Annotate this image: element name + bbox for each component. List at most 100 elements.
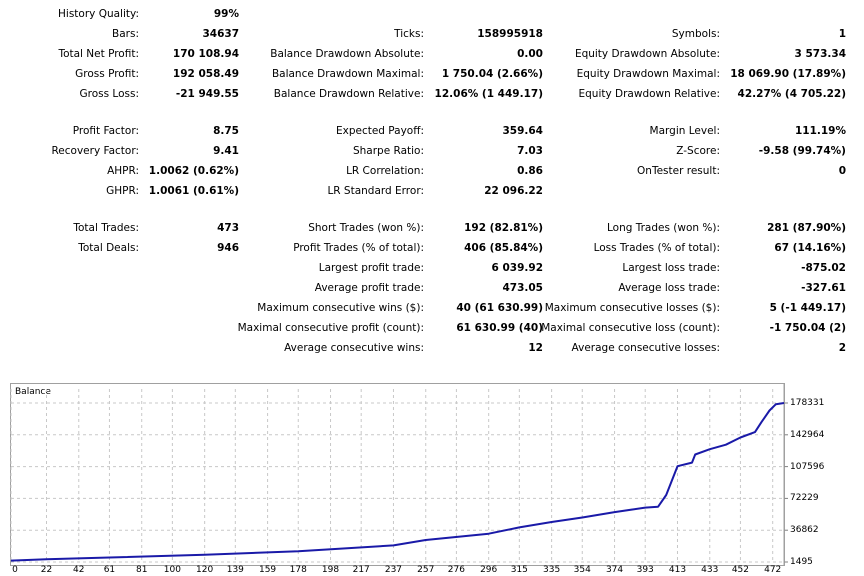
total-trades-label: Total Trades: (73, 222, 139, 234)
avg-consec-wins-value: 12 (528, 342, 543, 354)
maximal-consec-loss-label: Maximal consecutive loss (count): (541, 322, 720, 334)
equity-dd-rel-label: Equity Drawdown Relative: (578, 88, 720, 100)
ahpr-label: AHPR: (107, 165, 139, 177)
largest-loss-value: -875.02 (801, 262, 846, 274)
max-consec-wins-value: 40 (61 630.99) (456, 302, 543, 314)
equity-dd-abs-label: Equity Drawdown Absolute: (574, 48, 720, 60)
y-tick-label: 72229 (790, 493, 819, 504)
max-consec-losses-label: Maximum consecutive losses ($): (544, 302, 720, 314)
x-tick-label: 217 (352, 565, 370, 575)
x-tick-label: 433 (701, 565, 719, 575)
avg-consec-losses-value: 2 (838, 342, 846, 354)
lr-correlation-value: 0.86 (517, 165, 543, 177)
x-tick-label: 120 (196, 565, 214, 575)
history-quality-value: 99% (213, 8, 239, 20)
gross-profit-value: 192 058.49 (172, 68, 239, 80)
z-score-label: Z-Score: (676, 145, 720, 157)
maximal-consec-loss-value: -1 750.04 (2) (769, 322, 846, 334)
x-tick-label: 393 (636, 565, 654, 575)
y-tick-label: 178331 (790, 398, 825, 408)
profit-factor-value: 8.75 (213, 125, 239, 137)
bars-value: 34637 (202, 28, 239, 40)
sharpe-ratio-value: 7.03 (517, 145, 543, 157)
max-consec-wins-label: Maximum consecutive wins ($): (257, 302, 424, 314)
chart-title: Balance (15, 387, 51, 397)
avg-loss-value: -327.61 (801, 282, 846, 294)
x-tick-label: 139 (226, 565, 244, 575)
margin-level-value: 111.19% (794, 125, 846, 137)
x-tick-label: 452 (731, 565, 750, 575)
x-tick-label: 42 (73, 565, 85, 575)
short-trades-value: 192 (82.81%) (464, 222, 543, 234)
equity-dd-max-label: Equity Drawdown Maximal: (576, 68, 720, 80)
lr-std-error-label: LR Standard Error: (327, 185, 424, 197)
lr-std-error-value: 22 096.22 (484, 185, 543, 197)
loss-trades-label: Loss Trades (% of total): (593, 242, 720, 254)
total-net-profit-value: 170 108.94 (172, 48, 239, 60)
largest-profit-label: Largest profit trade: (318, 262, 424, 274)
avg-consec-losses-label: Average consecutive losses: (571, 342, 720, 354)
balance-dd-max-value: 1 750.04 (2.66%) (441, 68, 543, 80)
short-trades-label: Short Trades (won %): (308, 222, 424, 234)
equity-dd-abs-value: 3 573.34 (794, 48, 846, 60)
balance-dd-rel-label: Balance Drawdown Relative: (273, 88, 424, 100)
avg-profit-value: 473.05 (502, 282, 543, 294)
x-tick-label: 178 (289, 565, 307, 575)
x-tick-label: 257 (417, 565, 435, 575)
profit-factor-label: Profit Factor: (72, 125, 139, 137)
balance-chart: Balance (10, 383, 785, 566)
y-tick-label: 107596 (790, 461, 825, 472)
max-consec-losses-value: 5 (-1 449.17) (769, 302, 846, 314)
x-tick-label: 296 (480, 565, 498, 575)
ontester-result-label: OnTester result: (637, 165, 720, 177)
x-tick-label: 335 (543, 565, 561, 575)
y-tick-label: 1495 (790, 557, 813, 567)
ahpr-value: 1.0062 (0.62%) (148, 165, 239, 177)
recovery-factor-label: Recovery Factor: (51, 145, 139, 157)
margin-level-label: Margin Level: (649, 125, 720, 137)
equity-dd-max-value: 18 069.90 (17.89%) (730, 68, 846, 80)
balance-dd-rel-value: 12.06% (1 449.17) (434, 88, 543, 100)
x-tick-label: 374 (605, 565, 624, 575)
maximal-consec-profit-value: 61 630.99 (40) (456, 322, 543, 334)
x-tick-label: 354 (573, 565, 591, 575)
x-tick-label: 276 (447, 565, 465, 575)
largest-loss-label: Largest loss trade: (622, 262, 720, 274)
ghpr-value: 1.0061 (0.61%) (148, 185, 239, 197)
expected-payoff-label: Expected Payoff: (335, 125, 424, 137)
largest-profit-value: 6 039.92 (491, 262, 543, 274)
balance-dd-abs-label: Balance Drawdown Absolute: (270, 48, 424, 60)
expected-payoff-value: 359.64 (502, 125, 543, 137)
gross-loss-value: -21 949.55 (175, 88, 239, 100)
avg-loss-label: Average loss trade: (618, 282, 720, 294)
x-tick-label: 315 (510, 565, 528, 575)
symbols-label: Symbols: (671, 28, 720, 40)
x-tick-label: 81 (135, 565, 148, 575)
x-tick-label: 22 (40, 565, 53, 575)
long-trades-value: 281 (87.90%) (767, 222, 846, 234)
x-tick-label: 159 (258, 565, 277, 575)
avg-profit-label: Average profit trade: (314, 282, 424, 294)
total-trades-value: 473 (217, 222, 239, 234)
gross-profit-label: Gross Profit: (75, 68, 139, 80)
equity-dd-rel-value: 42.27% (4 705.22) (737, 88, 846, 100)
profit-trades-value: 406 (85.84%) (464, 242, 543, 254)
x-tick-label: 237 (384, 565, 403, 575)
recovery-factor-value: 9.41 (213, 145, 239, 157)
x-tick-label: 413 (668, 565, 687, 575)
maximal-consec-profit-label: Maximal consecutive profit (count): (237, 322, 424, 334)
lr-correlation-label: LR Correlation: (346, 165, 424, 177)
ghpr-label: GHPR: (106, 185, 139, 197)
total-deals-label: Total Deals: (78, 242, 139, 254)
ticks-value: 158995918 (477, 28, 543, 40)
ontester-result-value: 0 (838, 165, 846, 177)
y-tick-label: 142964 (790, 429, 825, 440)
x-tick-label: 198 (321, 565, 340, 575)
total-net-profit-label: Total Net Profit: (58, 48, 139, 60)
total-deals-value: 946 (217, 242, 239, 254)
x-tick-label: 61 (103, 565, 116, 575)
balance-dd-max-label: Balance Drawdown Maximal: (271, 68, 424, 80)
x-tick-label: 100 (163, 565, 181, 575)
avg-consec-wins-label: Average consecutive wins: (284, 342, 424, 354)
